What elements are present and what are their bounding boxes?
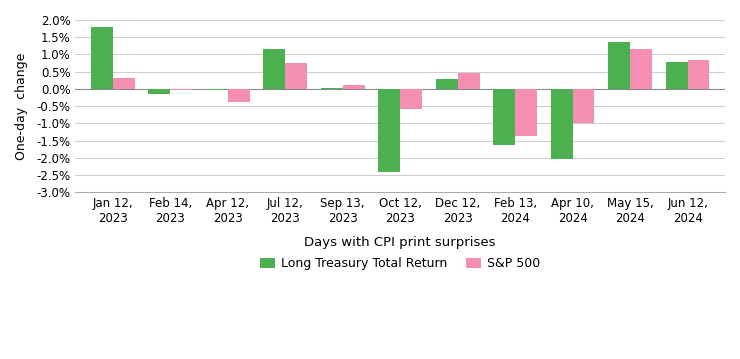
Bar [457,73,480,89]
Bar [687,60,710,89]
Bar [551,89,573,159]
Bar [343,85,365,89]
Bar [608,42,630,89]
Bar [285,64,307,89]
Bar [263,49,285,89]
Bar [515,89,537,136]
X-axis label: Days with CPI print surprises: Days with CPI print surprises [304,236,496,249]
Bar [436,79,457,89]
Y-axis label: One-day  change: One-day change [15,52,28,160]
Legend: Long Treasury Total Return, S&P 500: Long Treasury Total Return, S&P 500 [255,252,545,275]
Bar [228,89,249,102]
Bar [148,89,170,94]
Bar [630,48,652,89]
Bar [112,78,135,89]
Bar [91,27,112,89]
Bar [378,89,400,172]
Bar [321,88,343,89]
Bar [573,89,594,123]
Bar [206,89,228,90]
Bar [494,89,515,145]
Bar [400,89,422,109]
Bar [666,62,687,89]
